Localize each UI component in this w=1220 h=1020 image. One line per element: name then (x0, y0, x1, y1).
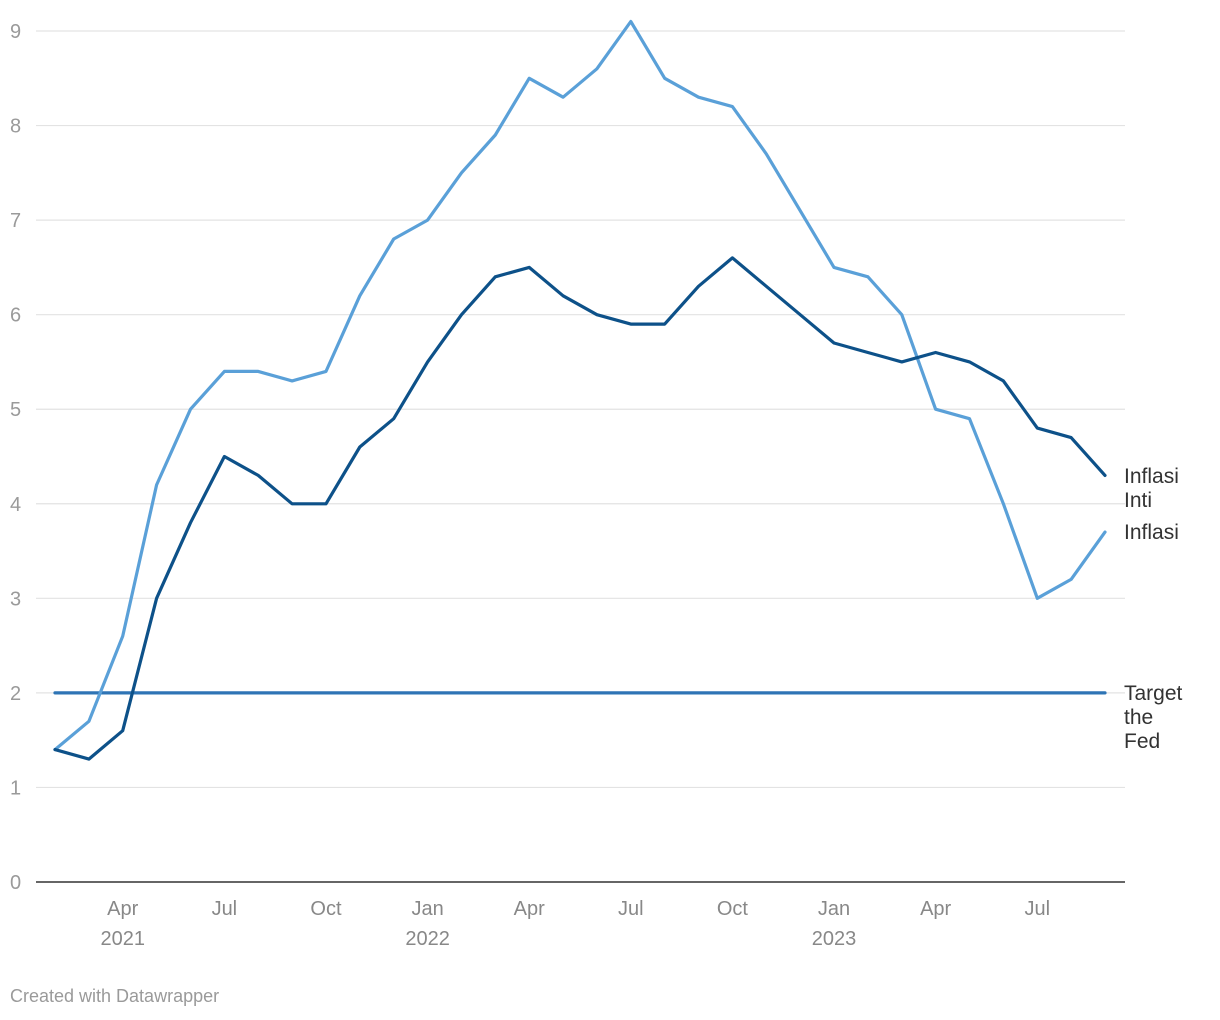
x-axis: Apr 2021 Jul Oct Jan 2022 Apr Jul Oct Jan 2023 Apr J… (100, 898, 1050, 950)
label-target-the-fed-line: Target (1124, 682, 1183, 705)
y-tick-label: 0 (10, 872, 21, 894)
label-target-the-fed: Target the Fed (1124, 682, 1183, 753)
label-inflasi-inti: Inflasi Inti (1124, 465, 1179, 512)
label-inflasi-inti-line: Inti (1124, 489, 1152, 512)
y-tick-label: 7 (10, 210, 21, 232)
x-tick-label: Apr (107, 898, 138, 920)
y-tick-label: 2 (10, 683, 21, 705)
y-axis: 0 1 2 3 4 5 6 7 8 9 (10, 21, 21, 894)
y-tick-label: 4 (10, 494, 21, 516)
y-tick-label: 6 (10, 305, 21, 327)
y-tick-label: 5 (10, 399, 21, 421)
x-tick-label: Oct (717, 898, 749, 920)
y-tick-label: 9 (10, 21, 21, 43)
x-tick-label: Apr (920, 898, 951, 920)
x-tick-year-label: 2023 (812, 928, 857, 950)
credit-text: Created with Datawrapper (10, 986, 220, 1006)
series-line-inflasi (53, 19, 1107, 752)
label-inflasi-inti-line: Inflasi (1124, 465, 1179, 488)
line-chart: 0 1 2 3 4 5 6 7 8 9 Apr 2021 Jul Oct Jan 2022 Apr Jul Oct… (10, 19, 1183, 950)
x-tick-label: Jan (818, 898, 850, 920)
label-inflasi: Inflasi (1124, 521, 1179, 544)
label-target-the-fed-line: the (1124, 706, 1153, 729)
x-tick-label: Jul (212, 898, 238, 920)
series-line-inflasi-inti (53, 256, 1107, 761)
series-lines (53, 19, 1107, 761)
label-target-the-fed-line: Fed (1124, 730, 1160, 753)
x-tick-label: Jan (411, 898, 443, 920)
x-tick-year-label: 2021 (100, 928, 145, 950)
x-tick-year-label: 2022 (405, 928, 450, 950)
y-tick-label: 1 (10, 777, 21, 799)
y-tick-label: 8 (10, 116, 21, 138)
label-inflasi-line: Inflasi (1124, 521, 1179, 544)
gridlines (36, 30, 1125, 883)
y-tick-label: 3 (10, 588, 21, 610)
x-tick-label: Jul (1024, 898, 1050, 920)
x-tick-label: Oct (310, 898, 342, 920)
x-tick-label: Apr (514, 898, 545, 920)
x-tick-label: Jul (618, 898, 644, 920)
